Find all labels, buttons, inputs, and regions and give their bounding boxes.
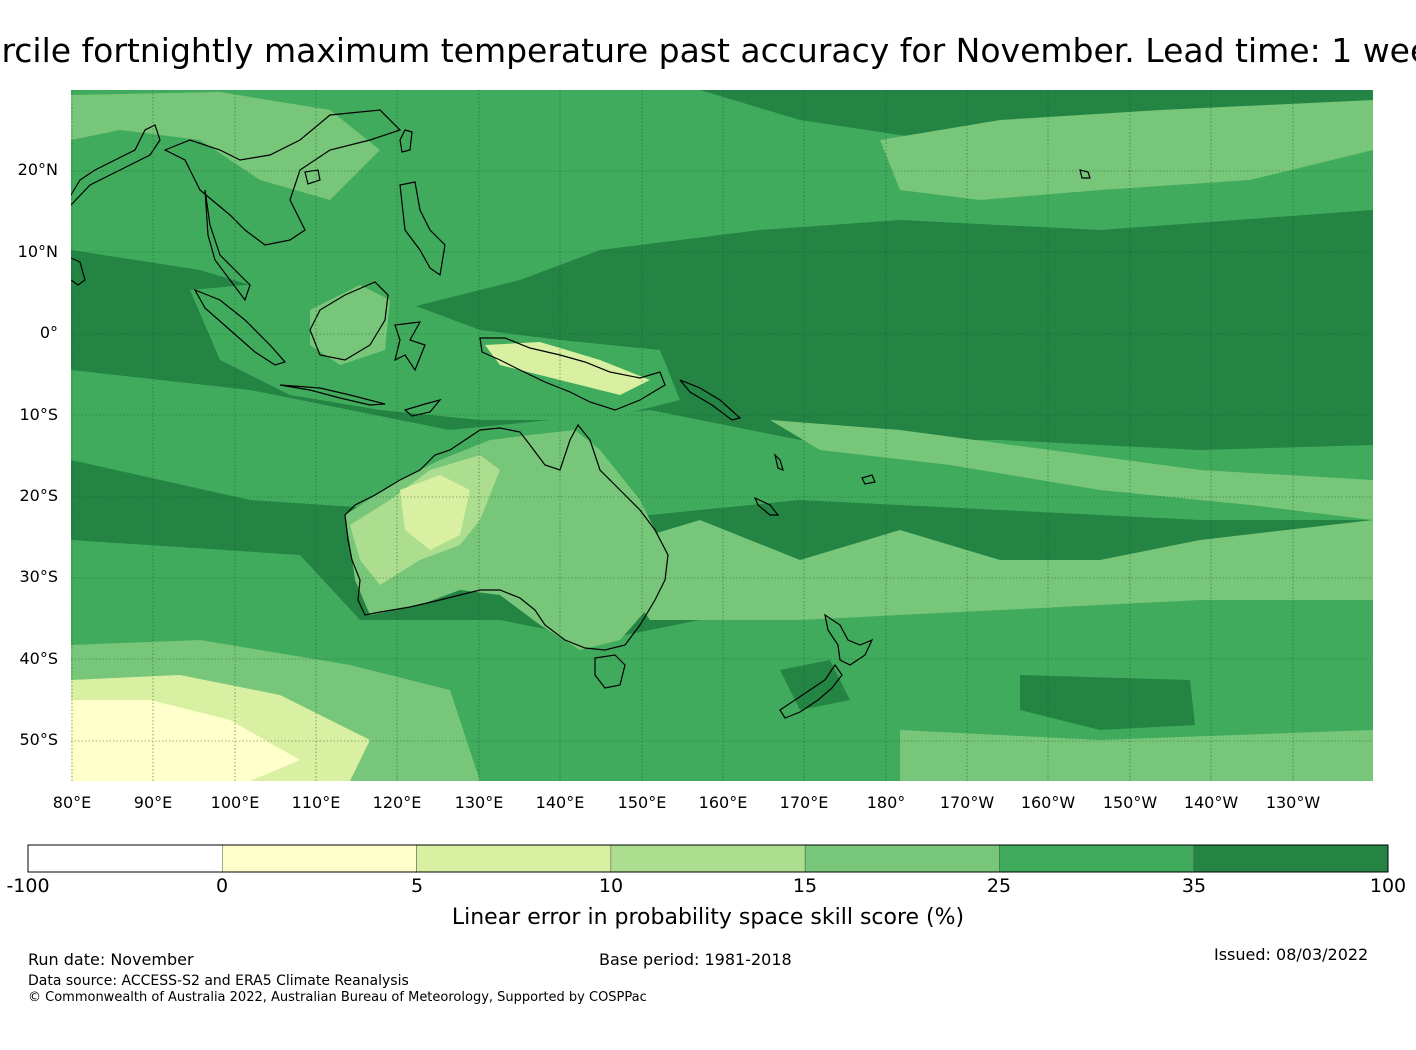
lon-label: 140°W: [1183, 793, 1239, 812]
lon-label: 120°E: [372, 793, 422, 812]
coast-java: [279, 384, 386, 406]
lon-label: 140°E: [535, 793, 585, 812]
issued-date: Issued: 08/03/2022: [1214, 945, 1369, 964]
lon-label: 180°: [866, 793, 906, 812]
coast-taiwan: [399, 129, 413, 153]
graticule: [71, 90, 1373, 781]
coast-philippines: [399, 181, 446, 277]
lat-label: 0°: [39, 323, 58, 342]
colorbar-tick: -100: [6, 875, 50, 897]
colorbar-tick: 10: [598, 875, 624, 897]
colorbar-tick: 5: [410, 875, 424, 897]
region-north-light: [71, 92, 380, 200]
region-south-pacific-dark: [1020, 675, 1195, 730]
lat-label: 50°S: [19, 730, 58, 749]
base-period: Base period: 1981-2018: [599, 950, 792, 969]
coast-fiji: [861, 474, 876, 485]
lon-label: 150°E: [617, 793, 667, 812]
region-south-pacific-light: [770, 420, 1373, 520]
coast-new-zealand-south: [779, 663, 843, 719]
copyright: © Commonwealth of Australia 2022, Austra…: [28, 990, 647, 1005]
coast-sumatra: [193, 288, 287, 366]
coast-new-caledonia: [753, 496, 780, 516]
lon-label: 90°E: [133, 793, 173, 812]
coast-australia: [344, 423, 669, 651]
lon-label: 110°E: [291, 793, 341, 812]
run-date: Run date: November: [28, 950, 194, 969]
coast-hawaii: [1079, 169, 1091, 179]
coast-tasmania: [594, 654, 626, 689]
lon-label: 170°E: [779, 793, 829, 812]
lat-label: 30°S: [19, 567, 58, 586]
lat-label: 10°S: [19, 405, 58, 424]
coast-solomons: [679, 379, 742, 421]
lon-label: 160°W: [1020, 793, 1076, 812]
lat-label: 20°N: [17, 160, 58, 179]
lat-label: 10°N: [17, 242, 58, 261]
colorbar-tick: 15: [792, 875, 818, 897]
colorbar-label: Linear error in probability space skill …: [451, 905, 965, 930]
coast-sri-lanka: [71, 257, 86, 286]
coast-vanuatu: [773, 453, 784, 472]
lon-label: 130°E: [454, 793, 504, 812]
lon-label: 130°W: [1265, 793, 1321, 812]
lon-label: 160°E: [698, 793, 748, 812]
region-tropical-band-north: [71, 90, 1373, 310]
coast-malay-peninsula: [204, 189, 251, 302]
lon-label: 100°E: [210, 793, 260, 812]
lon-label: 150°W: [1102, 793, 1158, 812]
region-png: [485, 342, 650, 395]
coastlines: [71, 109, 1091, 719]
lat-label: 20°S: [19, 486, 58, 505]
colorbar-tick: 25: [986, 875, 1012, 897]
region-nz-dark: [780, 660, 850, 710]
coast-sulawesi: [394, 321, 426, 372]
region-tasman: [600, 520, 1373, 620]
region-australia-pilbara: [400, 475, 470, 550]
region-central-pacific-north: [880, 100, 1373, 200]
region-southwest-palest: [71, 700, 300, 781]
colorbar-tick: 0: [215, 875, 229, 897]
region-south-east-light: [900, 730, 1373, 781]
map-area: [71, 90, 1373, 781]
coast-new-zealand-north: [824, 613, 874, 666]
lat-label: 40°S: [19, 649, 58, 668]
colorbar-tick: 35: [1181, 875, 1207, 897]
coast-borneo: [309, 281, 389, 361]
coast-png: [479, 337, 666, 411]
colorbar-tick: 100: [1369, 875, 1407, 897]
lon-label: 170°W: [939, 793, 995, 812]
lon-label: 80°E: [52, 793, 92, 812]
coast-india: [71, 124, 161, 206]
coast-hainan: [304, 169, 321, 185]
chart-title: Tercile fortnightly maximum temperature …: [0, 31, 1416, 70]
data-source: Data source: ACCESS-S2 and ERA5 Climate …: [28, 973, 409, 989]
